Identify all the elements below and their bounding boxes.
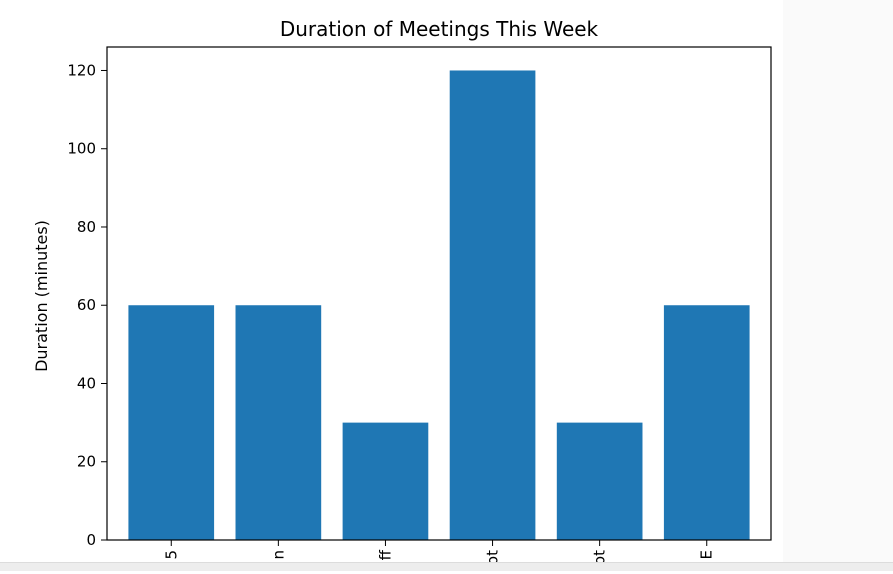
x-ticks-group: 5 n ff ot ot E bbox=[162, 540, 716, 565]
plot-area-frame bbox=[106, 46, 772, 541]
y-tick-label: 40 bbox=[77, 374, 96, 392]
y-ticks-group: 0 20 40 60 80 100 120 bbox=[67, 61, 107, 549]
x-tick-label: E bbox=[698, 550, 716, 559]
x-tick-label: 5 bbox=[162, 550, 180, 560]
y-tick-label: 20 bbox=[77, 453, 96, 471]
bar-chart: Duration of Meetings This Week Duration … bbox=[32, 17, 772, 565]
x-tick-label: ot bbox=[591, 550, 609, 565]
bars-group bbox=[128, 70, 750, 540]
x-tick-label: ot bbox=[484, 550, 502, 565]
bar-3 bbox=[449, 70, 536, 540]
x-tick-label: n bbox=[269, 550, 287, 560]
bar-0 bbox=[128, 305, 215, 540]
chart-figure: Duration of Meetings This Week Duration … bbox=[32, 17, 772, 566]
y-axis-label: Duration (minutes) bbox=[32, 220, 51, 372]
page-margin bbox=[783, 0, 893, 570]
bar-5 bbox=[663, 305, 750, 540]
chart-title: Duration of Meetings This Week bbox=[280, 17, 599, 41]
y-tick-label: 0 bbox=[86, 531, 96, 549]
bar-2 bbox=[342, 422, 429, 540]
y-tick-label: 60 bbox=[77, 296, 96, 314]
bottom-edge bbox=[0, 562, 893, 571]
y-tick-label: 80 bbox=[77, 218, 96, 236]
y-tick-label: 120 bbox=[67, 61, 96, 79]
y-tick-label: 100 bbox=[67, 140, 96, 158]
x-tick-label: ff bbox=[376, 549, 394, 560]
bar-1 bbox=[235, 305, 322, 540]
bar-4 bbox=[556, 422, 643, 540]
